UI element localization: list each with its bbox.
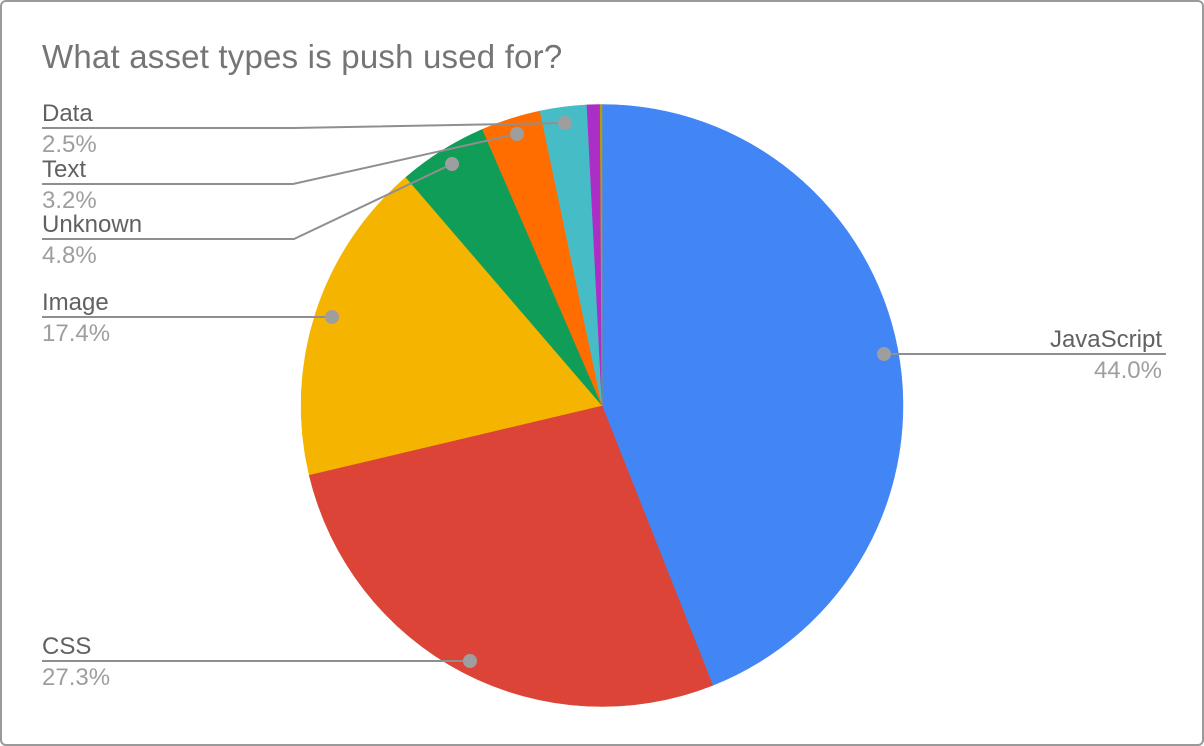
slice-label-css: CSS [42,633,91,661]
leader-dot-data [558,116,572,130]
slice-percent-text: 3.2% [42,187,97,215]
slice-percent-css: 27.3% [42,664,110,692]
leader-dot-css [463,654,477,668]
slice-percent-javascript: 44.0% [1094,357,1162,385]
slice-percent: 44.0% [1093,357,1162,384]
slice-name: Unknown [42,211,143,238]
leader-lines [42,116,1166,668]
leader-dot-text [510,127,524,141]
slice-name: CSS [42,633,92,660]
pie-slice-unlabeled-7 [599,104,603,406]
slice-percent: 3.2% [42,187,97,214]
leader-dot-image [325,310,339,324]
leader-line-unknown [42,163,453,240]
leader-line-data [42,122,566,129]
slice-label-unknown: Unknown [42,211,142,239]
slice-name: JavaScript [1049,326,1162,353]
slice-label-javascript: JavaScript [1050,326,1162,354]
pie-slice-javascript [601,104,904,686]
slice-percent-data: 2.5% [42,131,97,159]
leader-dot-javascript [877,347,891,361]
leader-line-text [42,133,518,185]
slice-percent: 2.5% [42,131,97,158]
slice-name: Data [42,100,93,127]
slice-name: Image [42,289,109,316]
pie-slices [300,104,904,707]
chart-title: What asset types is push used for? [42,38,563,75]
pie-slice-image [300,176,603,476]
slice-name: Text [42,156,87,183]
slice-percent: 17.4% [42,320,111,347]
pie-slice-css [308,405,714,707]
slice-percent-unknown: 4.8% [42,242,97,270]
slice-label-text: Text [42,156,86,184]
slice-percent-image: 17.4% [42,320,110,348]
slice-percent: 4.8% [42,242,97,269]
slice-label-data: Data [42,100,93,128]
slice-percent: 27.3% [42,664,111,691]
leader-dot-unknown [445,157,459,171]
slice-label-image: Image [42,289,109,317]
